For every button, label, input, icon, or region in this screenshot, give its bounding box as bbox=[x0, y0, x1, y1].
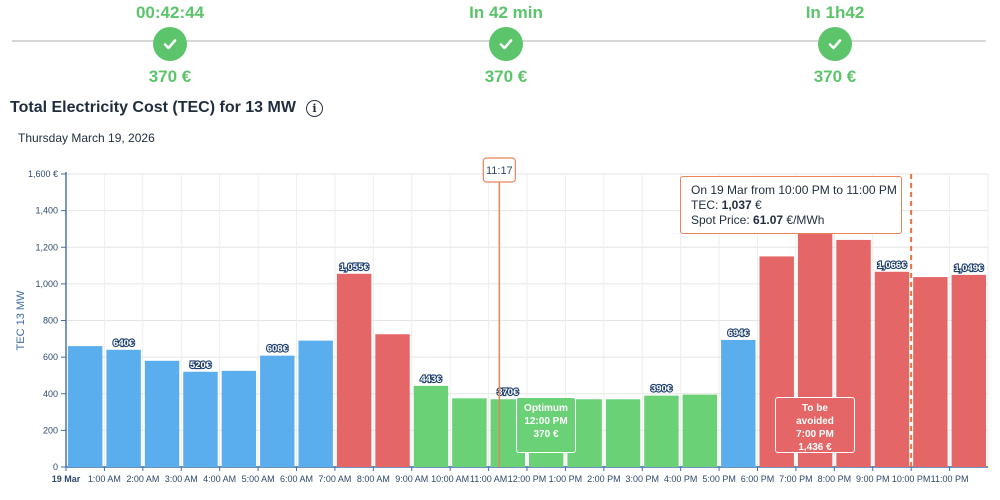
milestone-price: 370 € bbox=[148, 67, 192, 86]
now-marker-label: 11:17 bbox=[486, 165, 513, 177]
tooltip-line1: On 19 Mar from 10:00 PM to 11:00 PM bbox=[691, 183, 897, 197]
data-label: 608€ bbox=[267, 344, 289, 355]
x-tick-label: 2:00 AM bbox=[126, 474, 159, 484]
x-tick-label: 4:00 PM bbox=[664, 474, 698, 484]
tooltip-spot: Spot Price: 61.07 €/MWh bbox=[691, 213, 825, 227]
bar-14 bbox=[605, 399, 641, 467]
x-tick-label: 7:00 PM bbox=[779, 474, 813, 484]
y-tick-label: 400 bbox=[43, 389, 58, 399]
hover-tooltip: On 19 Mar from 10:00 PM to 11:00 PM TEC:… bbox=[680, 176, 902, 234]
y-tick-label: 0 bbox=[53, 462, 58, 472]
milestone-time: In 1h42 bbox=[805, 3, 865, 22]
data-label: 520€ bbox=[190, 360, 212, 371]
x-tick-label: 11:00 PM bbox=[931, 474, 969, 484]
optimum-title: Optimum bbox=[524, 403, 568, 414]
x-tick-label: 9:00 PM bbox=[856, 474, 890, 484]
bar-9 bbox=[413, 385, 449, 467]
bar-22 bbox=[913, 277, 948, 467]
bar-17 bbox=[721, 339, 756, 467]
tooltip-tec: TEC: 1,037 € bbox=[691, 198, 762, 212]
x-tick-label: 1:00 PM bbox=[549, 474, 583, 484]
bar-21 bbox=[874, 271, 910, 467]
milestone-time: 00:42:44 bbox=[135, 3, 205, 22]
y-tick-label: 1,400 bbox=[35, 206, 58, 216]
bar-2 bbox=[144, 360, 180, 467]
now-marker-box bbox=[482, 157, 516, 183]
milestone-time: In 42 min bbox=[469, 3, 543, 22]
avoid-price: 1,436 € bbox=[798, 442, 832, 453]
x-tick-label: 10:00 AM bbox=[431, 474, 469, 484]
x-tick-label: 6:00 AM bbox=[280, 474, 313, 484]
y-tick-label: 1,600 € bbox=[28, 169, 58, 179]
avoid-time: 7:00 PM bbox=[796, 429, 834, 440]
x-tick-label: 2:00 PM bbox=[587, 474, 621, 484]
chart-date: Thursday March 19, 2026 bbox=[18, 131, 155, 145]
bar-10 bbox=[452, 398, 487, 467]
milestone-1h42: In 1h42 370 € bbox=[755, 3, 915, 87]
bar-1 bbox=[106, 349, 141, 467]
data-label: 640€ bbox=[113, 338, 135, 349]
checkmark-icon bbox=[153, 27, 187, 61]
milestone-price: 370 € bbox=[813, 67, 857, 86]
x-tick-label: 19 Mar bbox=[52, 474, 81, 484]
milestone-42min: In 42 min 370 € bbox=[426, 3, 586, 87]
data-label: 370€ bbox=[497, 387, 519, 398]
milestone-now: 00:42:44 370 € bbox=[90, 3, 250, 87]
y-axis-label: TEC 13 MW bbox=[15, 290, 27, 351]
data-label: 1,066€ bbox=[877, 260, 907, 271]
milestone-price: 370 € bbox=[484, 67, 528, 86]
y-tick-label: 800 bbox=[43, 316, 58, 326]
info-icon[interactable]: i bbox=[305, 99, 323, 117]
optimum-time: 12:00 PM bbox=[524, 416, 568, 427]
data-label: 390€ bbox=[651, 384, 673, 395]
checkmark-icon bbox=[489, 27, 523, 61]
x-tick-label: 7:00 AM bbox=[318, 474, 351, 484]
bar-5 bbox=[260, 355, 295, 467]
y-tick-label: 1,000 bbox=[35, 279, 58, 289]
x-tick-label: 10:00 PM bbox=[892, 474, 931, 484]
avoid-title: To be avoided bbox=[796, 403, 834, 427]
chart-title: Total Electricity Cost (TEC) for 13 MW i bbox=[10, 99, 323, 117]
data-label: 443€ bbox=[420, 374, 442, 385]
avoid-badge: To be avoided 7:00 PM 1,436 € bbox=[775, 397, 855, 453]
bar-16 bbox=[682, 394, 718, 467]
x-tick-label: 6:00 PM bbox=[741, 474, 775, 484]
bar-3 bbox=[183, 371, 218, 467]
data-label: 1,055€ bbox=[340, 262, 370, 273]
checkmark-icon bbox=[818, 27, 852, 61]
y-tick-label: 1,200 bbox=[35, 242, 58, 252]
x-tick-label: 1:00 AM bbox=[88, 474, 121, 484]
x-tick-label: 3:00 AM bbox=[165, 474, 198, 484]
chart-title-text: Total Electricity Cost (TEC) for 13 MW bbox=[10, 99, 296, 116]
bar-23 bbox=[951, 274, 986, 467]
optimum-badge: Optimum 12:00 PM 370 € bbox=[516, 397, 576, 453]
x-tick-label: 5:00 PM bbox=[702, 474, 736, 484]
x-tick-label: 8:00 AM bbox=[357, 474, 390, 484]
bar-15 bbox=[644, 395, 679, 467]
optimum-price: 370 € bbox=[533, 429, 559, 440]
data-label: 694€ bbox=[728, 328, 750, 339]
data-label: 1,049€ bbox=[954, 263, 984, 274]
bar-8 bbox=[375, 334, 410, 467]
x-tick-label: 5:00 AM bbox=[242, 474, 275, 484]
y-tick-label: 600 bbox=[43, 352, 58, 362]
bar-7 bbox=[336, 273, 372, 467]
y-tick-label: 200 bbox=[43, 425, 58, 435]
x-tick-label: 8:00 PM bbox=[818, 474, 852, 484]
bar-4 bbox=[221, 370, 257, 467]
x-tick-label: 11:00 AM bbox=[470, 474, 507, 484]
bar-0 bbox=[68, 346, 103, 467]
x-tick-label: 12:00 PM bbox=[508, 474, 547, 484]
x-tick-label: 4:00 AM bbox=[203, 474, 236, 484]
bar-6 bbox=[298, 340, 333, 467]
x-tick-label: 9:00 AM bbox=[395, 474, 428, 484]
x-tick-label: 3:00 PM bbox=[625, 474, 659, 484]
